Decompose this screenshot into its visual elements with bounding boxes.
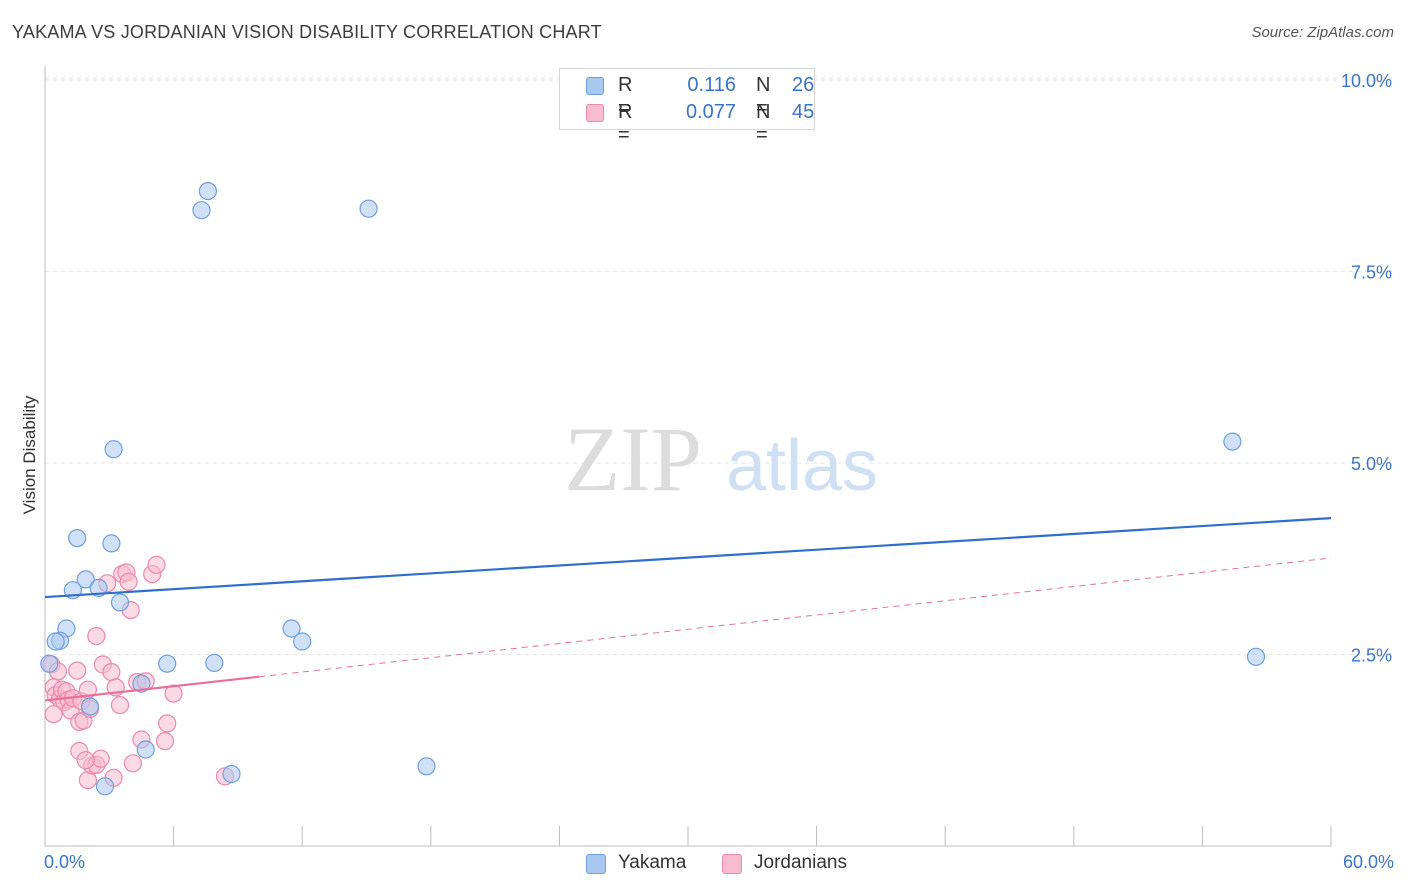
watermark: ZIP atlas bbox=[564, 408, 878, 510]
legend-label: Jordanians bbox=[754, 852, 847, 873]
jordanians-swatch bbox=[586, 104, 604, 122]
n-label: N = bbox=[756, 74, 771, 119]
yakama-point bbox=[80, 697, 100, 716]
yakama-point bbox=[222, 764, 241, 784]
trend-lines bbox=[44, 517, 1332, 702]
yakama-point bbox=[293, 632, 312, 651]
jordanians-point bbox=[87, 626, 106, 646]
y-tick-label: 2.5% bbox=[1351, 646, 1392, 666]
r-value: 0.077 bbox=[685, 101, 736, 123]
y-tick-label: 10.0% bbox=[1341, 71, 1392, 91]
jordanians-point bbox=[91, 749, 110, 768]
yakama-point bbox=[136, 740, 155, 759]
jordanians-point bbox=[119, 572, 138, 591]
yakama-point bbox=[110, 593, 130, 612]
yakama-trend-line bbox=[44, 517, 1332, 599]
jordanians-point bbox=[147, 555, 166, 575]
jordanians-trend-line-dashed bbox=[259, 557, 1332, 678]
n-value: 26 bbox=[792, 74, 815, 96]
yakama-point bbox=[89, 578, 108, 598]
yakama-point bbox=[68, 528, 87, 548]
yakama-point bbox=[192, 201, 211, 220]
jordanians-swatch bbox=[722, 854, 742, 874]
r-label: R = bbox=[618, 101, 633, 146]
jordanians-point bbox=[44, 705, 63, 724]
yakama-point bbox=[1246, 647, 1266, 666]
yakama-point bbox=[95, 777, 115, 796]
watermark-zip: ZIP bbox=[564, 408, 702, 510]
n-label: N = bbox=[756, 101, 771, 146]
yakama-point bbox=[359, 199, 378, 218]
r-label: R = bbox=[618, 74, 633, 119]
n-value: 45 bbox=[792, 101, 815, 123]
jordanians-point bbox=[102, 662, 121, 682]
data-points bbox=[40, 182, 1266, 796]
r-value: 0.116 bbox=[687, 74, 736, 96]
yakama-point bbox=[282, 619, 301, 638]
source-label: Source: ZipAtlas.com bbox=[1251, 24, 1394, 41]
x-tick-min: 0.0% bbox=[44, 852, 86, 872]
yakama-point bbox=[76, 570, 95, 589]
stats-legend: R = 0.116 N = 26 R = 0.077 N = 45 bbox=[559, 68, 815, 146]
jordanians-point bbox=[155, 731, 175, 751]
jordanians-point bbox=[110, 695, 130, 715]
x-tick-max: 60.0% bbox=[1342, 852, 1394, 872]
jordanians-point bbox=[164, 684, 183, 703]
yakama-point bbox=[102, 534, 121, 553]
yakama-point bbox=[198, 182, 217, 201]
chart-title: YAKAMA VS JORDANIAN VISION DISABILITY CO… bbox=[12, 22, 602, 42]
jordanians-point bbox=[68, 661, 87, 680]
yakama-point bbox=[40, 654, 59, 673]
y-axis-label: Vision Disability bbox=[20, 395, 39, 515]
jordanians-trend-line-solid bbox=[44, 675, 260, 702]
y-tick-label: 7.5% bbox=[1351, 263, 1392, 283]
yakama-swatch bbox=[586, 77, 604, 95]
yakama-point bbox=[158, 654, 177, 673]
jordanians-point bbox=[76, 751, 95, 770]
watermark-atlas: atlas bbox=[726, 426, 878, 506]
yakama-point bbox=[104, 440, 123, 459]
legend-label: Yakama bbox=[618, 852, 687, 873]
yakama-point bbox=[417, 757, 436, 776]
y-tick-labels: 2.5% 5.0% 7.5% 10.0% bbox=[1341, 71, 1392, 666]
yakama-point bbox=[46, 632, 65, 651]
grid-lines bbox=[45, 77, 1392, 655]
jordanians-point bbox=[158, 714, 177, 733]
yakama-swatch bbox=[586, 854, 606, 874]
yakama-point bbox=[1223, 432, 1242, 451]
jordanians-point bbox=[123, 754, 142, 773]
y-tick-label: 5.0% bbox=[1351, 454, 1392, 474]
yakama-point bbox=[205, 653, 224, 673]
yakama-point bbox=[132, 674, 151, 693]
